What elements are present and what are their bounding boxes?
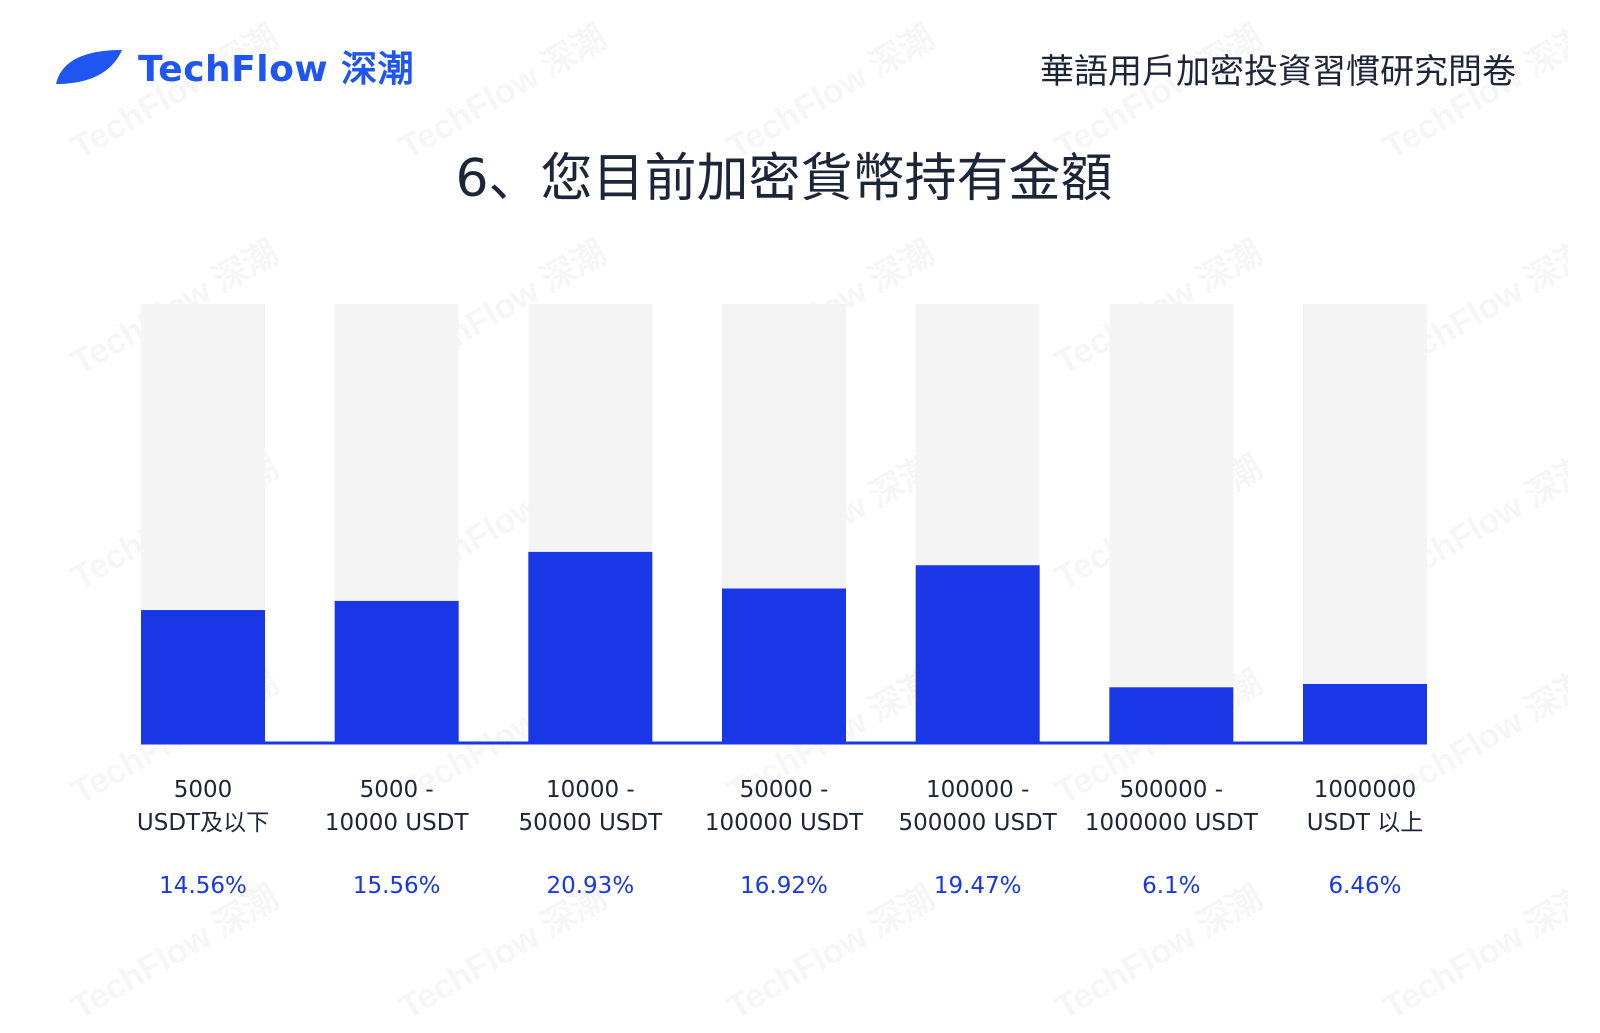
x-tick-label: 100000 - xyxy=(926,777,1029,803)
x-tick-label: 50000 - xyxy=(740,777,829,803)
x-tick-label: 10000 - xyxy=(546,777,635,803)
x-tick-label: 5000 xyxy=(174,777,233,803)
bar xyxy=(528,551,653,743)
bar xyxy=(1303,684,1427,743)
header: TechFlow 深潮 華語用戶加密投資習慣研究問卷 xyxy=(0,0,1568,110)
x-tick-label: 500000 USDT xyxy=(899,810,1058,836)
x-tick-label: 500000 - xyxy=(1120,777,1223,803)
x-tick-label: USDT 以上 xyxy=(1307,810,1424,836)
x-tick-label: 100000 USDT xyxy=(705,810,864,836)
bar xyxy=(1109,687,1234,743)
data-label: 15.56% xyxy=(353,873,441,899)
brand-name: TechFlow 深潮 xyxy=(138,49,415,90)
bar xyxy=(915,565,1040,743)
x-tick-label: 1000000 xyxy=(1314,777,1416,803)
bar xyxy=(141,610,265,743)
x-tick-label: 5000 - xyxy=(360,777,434,803)
chart-title: 6、您目前加密貨幣持有金額 xyxy=(455,149,1113,209)
x-tick-label: USDT及以下 xyxy=(137,810,269,836)
bar xyxy=(722,588,846,743)
bar-track xyxy=(1303,304,1427,743)
leaf-logo-icon xyxy=(56,50,122,84)
bar xyxy=(334,600,459,743)
x-tick-label: 1000000 USDT xyxy=(1085,810,1259,836)
data-label: 20.93% xyxy=(546,873,634,899)
data-label: 6.46% xyxy=(1328,873,1401,899)
bar-track xyxy=(1109,304,1234,743)
data-label: 16.92% xyxy=(740,873,828,899)
data-label: 6.1% xyxy=(1142,873,1200,899)
x-tick-label: 50000 USDT xyxy=(518,810,663,836)
data-label: 19.47% xyxy=(934,873,1022,899)
x-tick-label: 10000 USDT xyxy=(325,810,470,836)
brand-logo: TechFlow 深潮 xyxy=(52,42,414,90)
survey-title: 華語用戶加密投資習慣研究問卷 xyxy=(1040,52,1516,92)
data-label: 14.56% xyxy=(159,873,247,899)
